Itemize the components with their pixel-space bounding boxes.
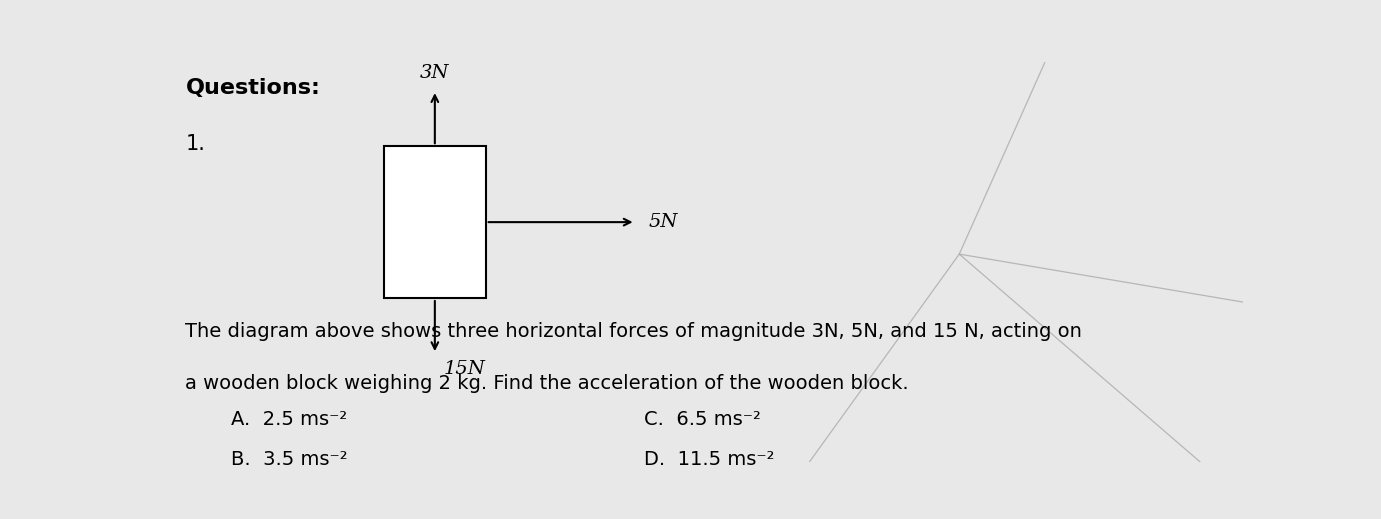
Bar (384, 146, 486, 298)
Text: a wooden block weighing 2 kg. Find the acceleration of the wooden block.: a wooden block weighing 2 kg. Find the a… (185, 374, 909, 393)
Text: A.  2.5 ms⁻²: A. 2.5 ms⁻² (232, 410, 348, 429)
Text: B.  3.5 ms⁻²: B. 3.5 ms⁻² (232, 450, 348, 469)
Text: 15N: 15N (443, 360, 485, 378)
Text: C.  6.5 ms⁻²: C. 6.5 ms⁻² (644, 410, 761, 429)
Text: The diagram above shows three horizontal forces of magnitude 3N, 5N, and 15 N, a: The diagram above shows three horizontal… (185, 322, 1083, 341)
Text: 5N: 5N (648, 213, 678, 231)
Text: 3N: 3N (420, 64, 450, 82)
Text: D.  11.5 ms⁻²: D. 11.5 ms⁻² (644, 450, 773, 469)
Text: Questions:: Questions: (185, 78, 320, 98)
Text: 1.: 1. (185, 134, 206, 154)
